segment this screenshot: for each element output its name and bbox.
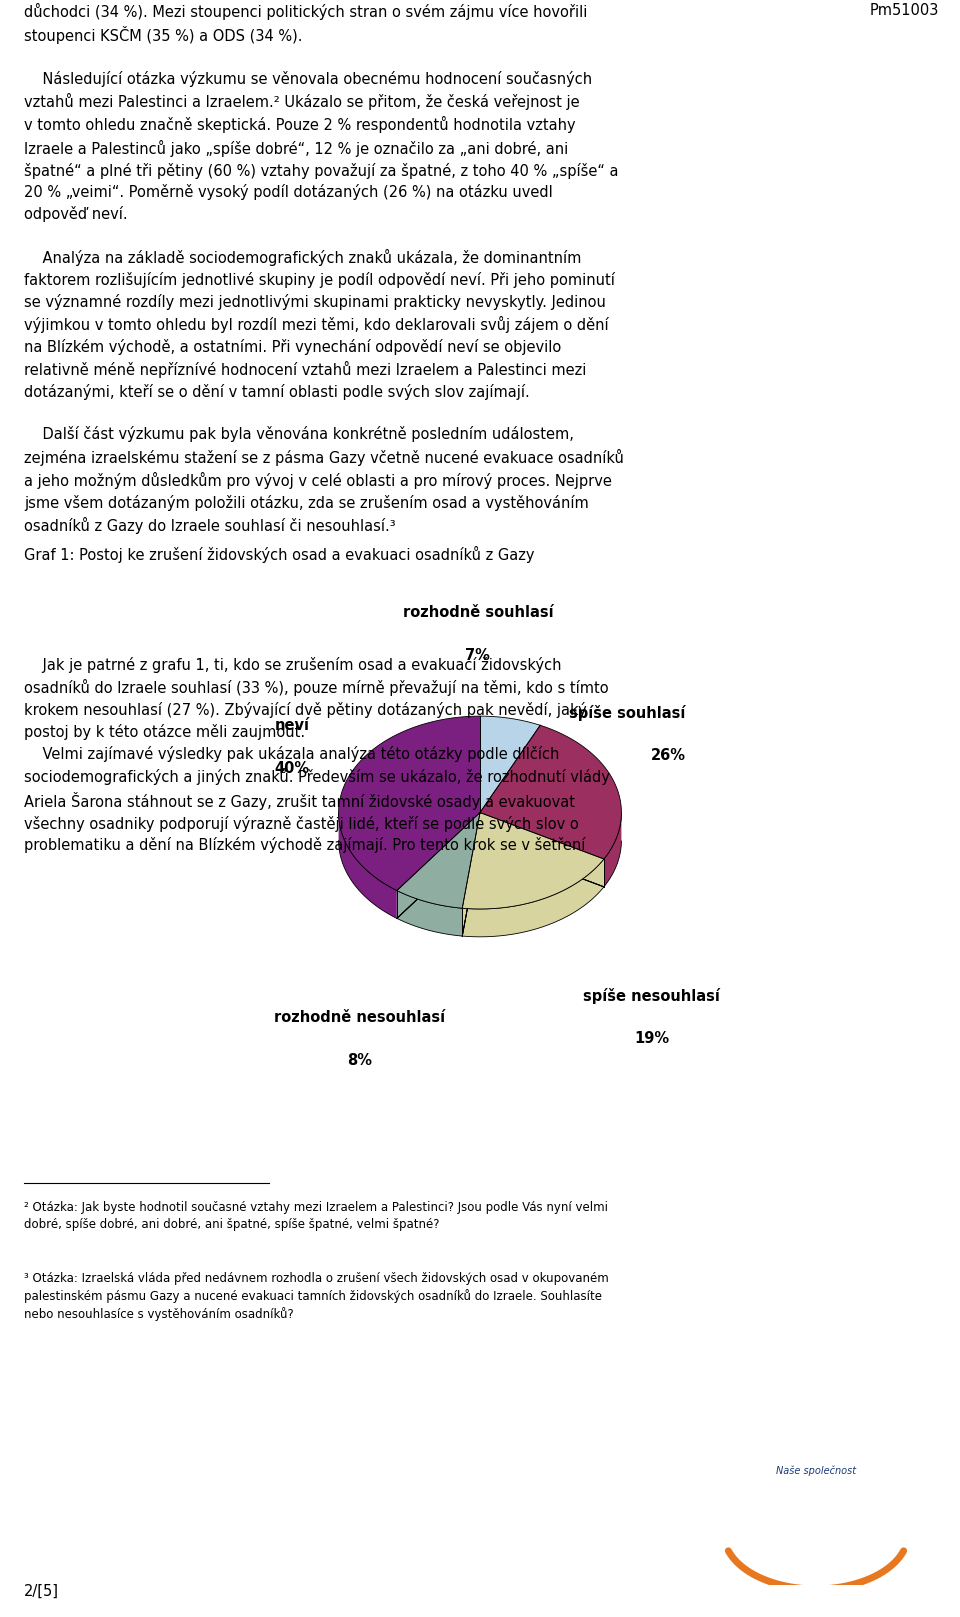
Text: rozhodně nesouhlasí: rozhodně nesouhlasí bbox=[275, 1009, 445, 1025]
Text: 40%: 40% bbox=[275, 762, 309, 776]
Text: spíše souhlasí: spíše souhlasí bbox=[569, 705, 685, 721]
Polygon shape bbox=[604, 813, 621, 886]
Polygon shape bbox=[339, 813, 396, 918]
Text: 8%: 8% bbox=[348, 1053, 372, 1067]
Text: 26%: 26% bbox=[651, 749, 685, 763]
Text: Naše společnost: Naše společnost bbox=[776, 1465, 856, 1476]
Polygon shape bbox=[463, 859, 604, 936]
Polygon shape bbox=[396, 812, 480, 909]
Text: Graf 1: Postoj ke zrušení židovských osad a evakuaci osadníků z Gazy: Graf 1: Postoj ke zrušení židovských osa… bbox=[24, 547, 535, 563]
Text: 2/[5]: 2/[5] bbox=[24, 1585, 59, 1599]
Polygon shape bbox=[396, 891, 463, 936]
Text: důchodci (34 %). Mezi stoupenci politických stran o svém zájmu více hovořili
sto: důchodci (34 %). Mezi stoupenci politick… bbox=[24, 3, 624, 534]
Text: ³ Otázka: Izraelská vláda před nedávnem rozhodla o zrušení všech židovských osad: ³ Otázka: Izraelská vláda před nedávnem … bbox=[24, 1273, 609, 1321]
Text: Pm51003: Pm51003 bbox=[870, 3, 939, 18]
Polygon shape bbox=[480, 716, 540, 812]
Text: 7%: 7% bbox=[466, 647, 491, 663]
Text: neví: neví bbox=[275, 718, 309, 733]
Text: spíše nesouhlasí: spíše nesouhlasí bbox=[583, 988, 720, 1004]
Polygon shape bbox=[480, 726, 621, 859]
Text: 19%: 19% bbox=[634, 1032, 669, 1046]
Text: ² Otázka: Jak byste hodnotil současné vztahy mezi Izraelem a Palestinci? Jsou po: ² Otázka: Jak byste hodnotil současné vz… bbox=[24, 1201, 608, 1231]
Text: rozhodně souhlasí: rozhodně souhlasí bbox=[402, 605, 553, 619]
Polygon shape bbox=[463, 812, 604, 909]
Text: Jak je patrné z grafu 1, ti, kdo se zrušením osad a evakuací židovských
osadníků: Jak je patrné z grafu 1, ti, kdo se zruš… bbox=[24, 635, 610, 854]
Polygon shape bbox=[339, 716, 480, 891]
